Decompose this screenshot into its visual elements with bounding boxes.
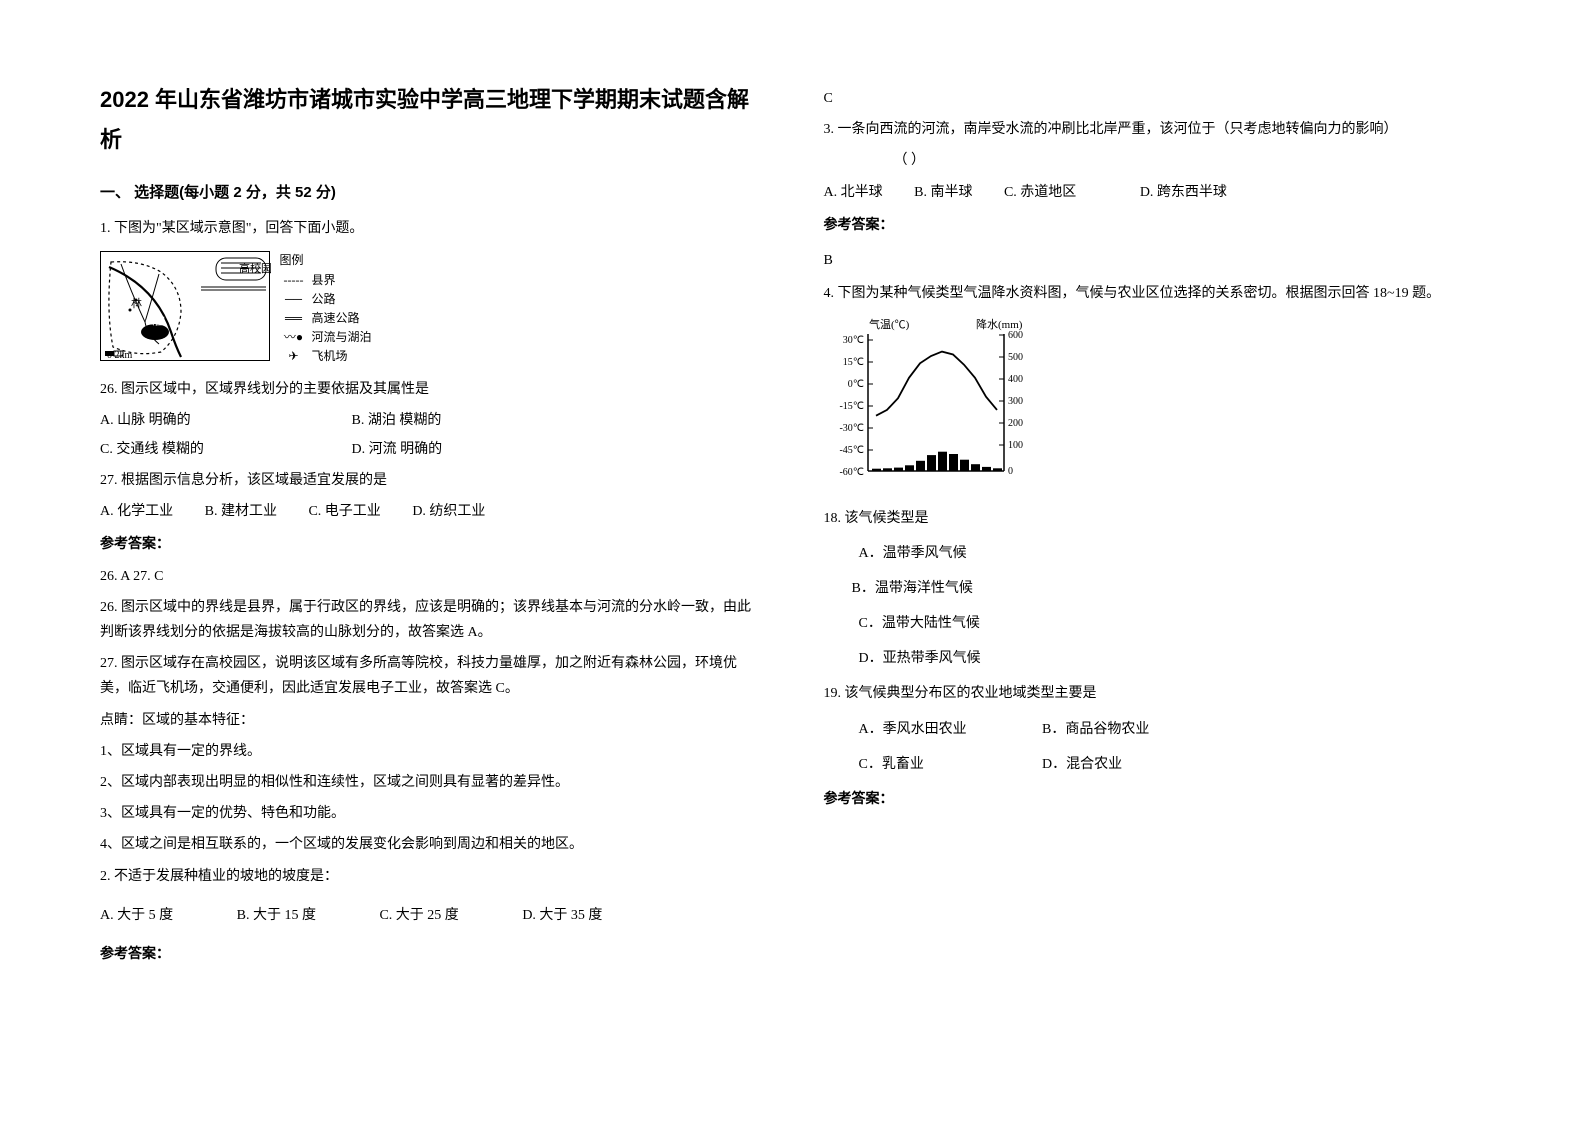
q1-tip4: 4、区域之间是相互联系的，一个区域的发展变化会影响到周边和相关的地区。 xyxy=(100,832,764,857)
climate-svg: 气温(℃) 降水(mm) 30℃ 15℃ 0℃ -15℃ -30℃ -45℃ -… xyxy=(824,316,1039,486)
q2-opt-a: A. 大于 5 度 xyxy=(100,903,173,928)
q3-answer-label: 参考答案： xyxy=(824,213,1488,238)
q26-opt-d: D. 河流 明确的 xyxy=(352,437,443,462)
q2-answer-label: 参考答案： xyxy=(100,942,764,967)
q18-opt-c: C．温带大陆性气候 xyxy=(824,611,1488,636)
legend-title: 图例 xyxy=(280,251,372,270)
svg-text:降水(mm): 降水(mm) xyxy=(976,317,1023,331)
legend-airport: 飞机场 xyxy=(312,347,348,366)
q3-opt-a: A. 北半球 xyxy=(824,180,883,205)
svg-text:-60℃: -60℃ xyxy=(839,467,864,478)
q27-opt-c: C. 电子工业 xyxy=(308,499,380,524)
q3-opt-c: C. 赤道地区 xyxy=(1004,180,1076,205)
svg-text:-15℃: -15℃ xyxy=(839,401,864,412)
q19-opt-a: A．季风水田农业 xyxy=(859,717,1039,742)
svg-text:高校园区: 高校园区 xyxy=(239,261,271,275)
svg-text:15℃: 15℃ xyxy=(842,357,863,368)
q4-answer-label: 参考答案： xyxy=(824,787,1488,812)
legend-river: 河流与湖泊 xyxy=(312,328,372,347)
legend-sym-highway: ══ xyxy=(280,309,308,328)
q2-opt-b: B. 大于 15 度 xyxy=(237,903,316,928)
svg-text:600: 600 xyxy=(1008,330,1023,341)
q1-tip1: 1、区域具有一定的界线。 xyxy=(100,739,764,764)
q4-stem: 4. 下图为某种气候类型气温降水资料图，气候与农业区位选择的关系密切。根据图示回… xyxy=(824,281,1488,306)
svg-text:公园: 公园 xyxy=(145,316,165,328)
q1-tip3: 3、区域具有一定的优势、特色和功能。 xyxy=(100,801,764,826)
q1-tip2: 2、区域内部表现出明显的相似性和连续性，区域之间则具有显著的差异性。 xyxy=(100,770,764,795)
svg-text:0: 0 xyxy=(1008,466,1013,477)
right-column: C 3. 一条向西流的河流，南岸受水流的冲刷比北岸严重，该河位于（只考虑地转偏向… xyxy=(824,80,1488,1082)
svg-text:气温(℃): 气温(℃) xyxy=(869,317,910,331)
q1-exp26: 26. 图示区域中的界线是县界，属于行政区的界线，应该是明确的；该界线基本与河流… xyxy=(100,595,764,645)
legend-sym-county: ----- xyxy=(280,271,308,290)
legend-sym-road: ── xyxy=(280,290,308,309)
svg-text:200: 200 xyxy=(1008,418,1023,429)
q26-stem: 26. 图示区域中，区域界线划分的主要依据及其属性是 xyxy=(100,377,764,402)
map-box: 高校园区 林 公园 0 2km xyxy=(100,251,270,361)
q26-opt-c: C. 交通线 模糊的 xyxy=(100,437,320,462)
q27-opt-a: A. 化学工业 xyxy=(100,499,173,524)
left-column: 2022 年山东省潍坊市诸城市实验中学高三地理下学期期末试题含解析 一、 选择题… xyxy=(100,80,764,1082)
q2-stem: 2. 不适于发展种植业的坡地的坡度是： xyxy=(100,864,764,889)
q4-chart: 气温(℃) 降水(mm) 30℃ 15℃ 0℃ -15℃ -30℃ -45℃ -… xyxy=(824,316,1488,495)
q19-stem: 19. 该气候典型分布区的农业地域类型主要是 xyxy=(824,681,1488,706)
q1-answer-label: 参考答案： xyxy=(100,532,764,557)
svg-text:30℃: 30℃ xyxy=(842,335,863,346)
legend-county: 县界 xyxy=(312,271,336,290)
q2-answer: C xyxy=(824,86,1488,111)
svg-text:500: 500 xyxy=(1008,352,1023,363)
svg-text:400: 400 xyxy=(1008,374,1023,385)
q3-opt-b: B. 南半球 xyxy=(914,180,972,205)
section-1-title: 一、 选择题(每小题 2 分，共 52 分) xyxy=(100,179,764,206)
q1-exp27: 27. 图示区域存在高校园区，说明该区域有多所高等院校，科技力量雄厚，加之附近有… xyxy=(100,651,764,701)
q1-tip-title: 点睛：区域的基本特征： xyxy=(100,708,764,733)
legend-road: 公路 xyxy=(312,290,336,309)
q27-opt-d: D. 纺织工业 xyxy=(412,499,485,524)
q18-opt-d: D．亚热带季风气候 xyxy=(824,646,1488,671)
precip-bars xyxy=(872,452,1002,471)
legend-sym-river: 〰● xyxy=(280,328,308,347)
q26-opt-b: B. 湖泊 模糊的 xyxy=(352,408,442,433)
legend-sym-airport: ✈ xyxy=(280,347,308,366)
svg-text:0℃: 0℃ xyxy=(847,379,863,390)
svg-text:-45℃: -45℃ xyxy=(839,445,864,456)
q27-opt-b: B. 建材工业 xyxy=(205,499,277,524)
q3-blank: （ ） xyxy=(824,148,1488,173)
q18-opt-a: A．温带季风气候 xyxy=(824,541,1488,566)
q18-stem: 18. 该气候类型是 xyxy=(824,506,1488,531)
q19-opt-b: B．商品谷物农业 xyxy=(1042,722,1149,737)
doc-title: 2022 年山东省潍坊市诸城市实验中学高三地理下学期期末试题含解析 xyxy=(100,80,764,159)
temp-line xyxy=(876,352,997,416)
q19-opt-d: D．混合农业 xyxy=(1042,757,1122,772)
map-svg: 高校园区 林 公园 0 2km xyxy=(101,252,271,362)
q2-opt-c: C. 大于 25 度 xyxy=(379,908,458,923)
q18-opt-b: B．温带海洋性气候 xyxy=(824,576,1488,601)
legend-highway: 高速公路 xyxy=(312,309,360,328)
q19-opt-c: C．乳畜业 xyxy=(859,752,1039,777)
q2-opt-d: D. 大于 35 度 xyxy=(522,908,602,923)
svg-text:300: 300 xyxy=(1008,396,1023,407)
q27-stem: 27. 根据图示信息分析，该区域最适宜发展的是 xyxy=(100,468,764,493)
q3-stem: 3. 一条向西流的河流，南岸受水流的冲刷比北岸严重，该河位于（只考虑地转偏向力的… xyxy=(824,117,1488,142)
svg-text:林: 林 xyxy=(131,296,142,310)
q26-opt-a: A. 山脉 明确的 xyxy=(100,408,320,433)
q3-answer: B xyxy=(824,248,1488,273)
q1-stem: 1. 下图为"某区域示意图"，回答下面小题。 xyxy=(100,216,764,241)
q1-answer-line: 26. A 27. C xyxy=(100,564,764,589)
svg-text:100: 100 xyxy=(1008,440,1023,451)
map-legend: 图例 -----县界 ──公路 ══高速公路 〰●河流与湖泊 ✈飞机场 xyxy=(280,251,372,366)
q1-figure: 高校园区 林 公园 0 2km 图例 -----县界 ──公路 ══高速公路 〰… xyxy=(100,251,764,366)
q3-opt-d: D. 跨东西半球 xyxy=(1140,180,1227,205)
svg-text:-30℃: -30℃ xyxy=(839,423,864,434)
